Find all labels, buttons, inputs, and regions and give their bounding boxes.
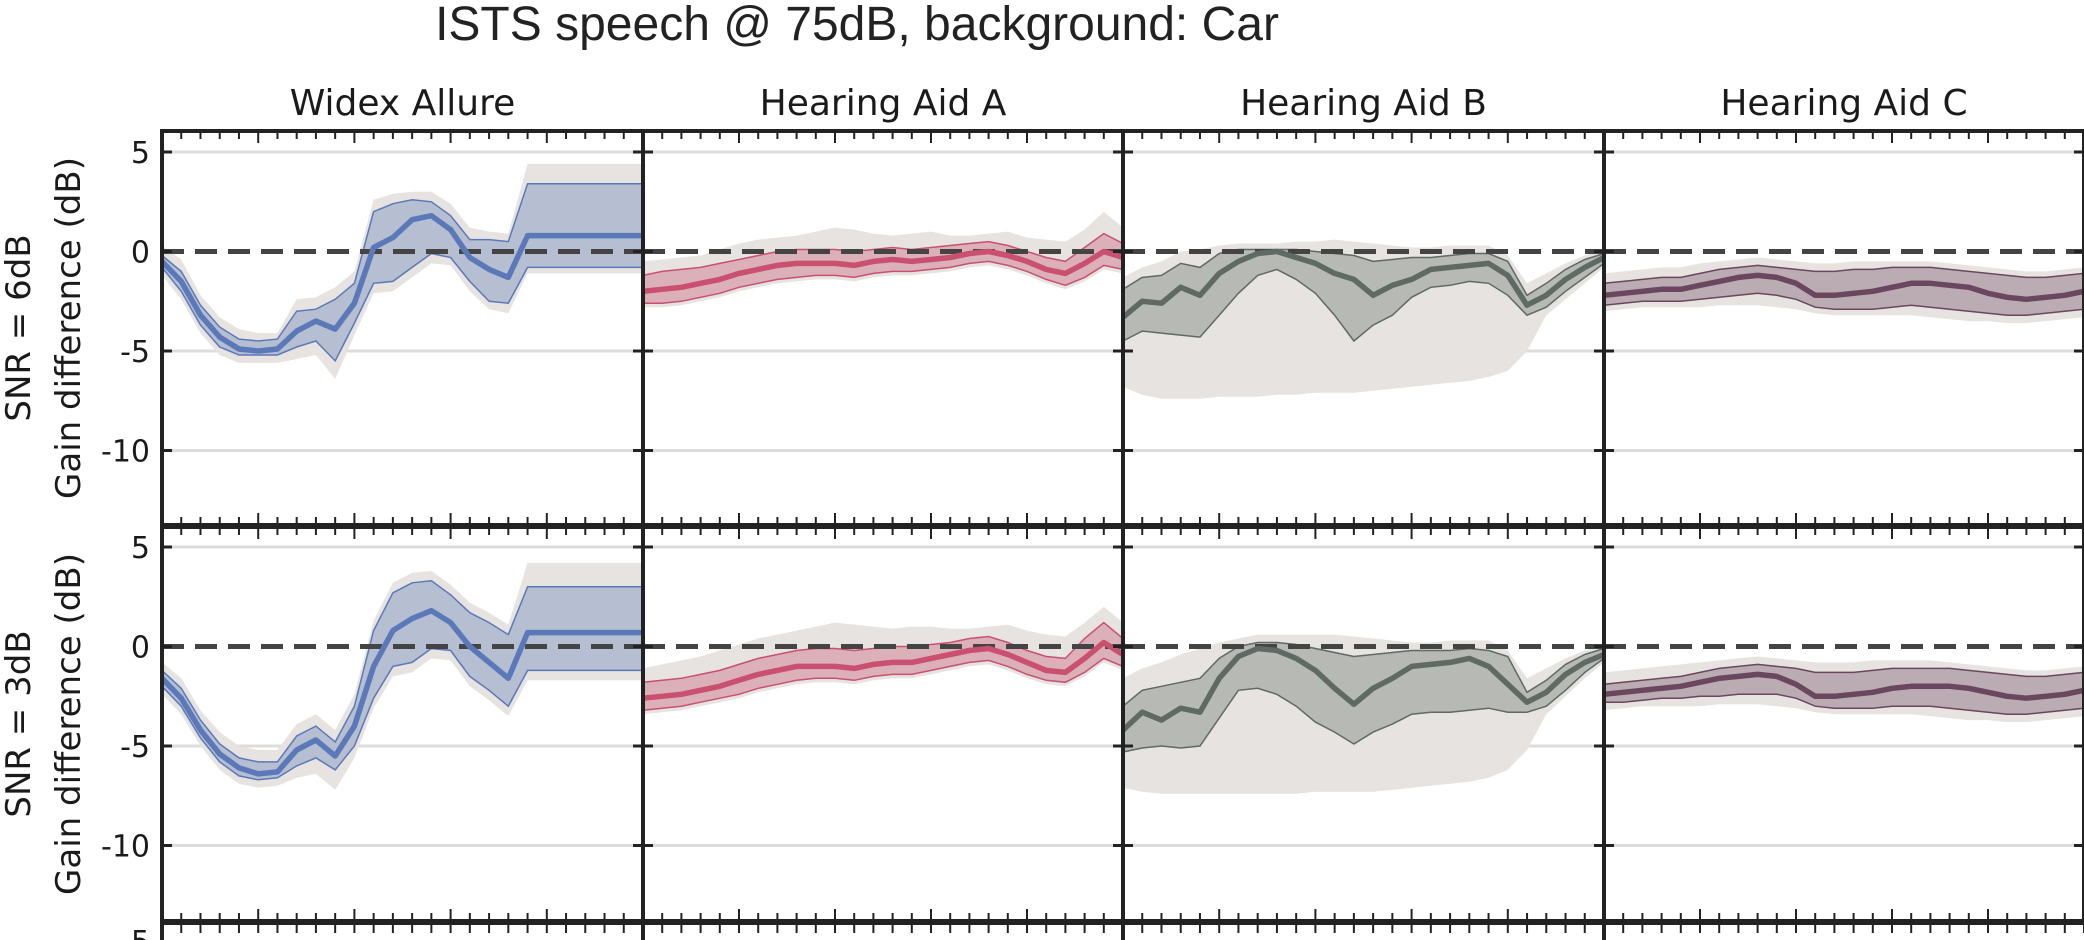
row-snr-label: SNR = 3dB — [0, 630, 39, 817]
band-upper-edge — [1603, 264, 2084, 285]
mean-line — [1121, 248, 1606, 320]
band-lower-edge — [643, 260, 1124, 304]
envelope-band — [1123, 634, 1604, 794]
confidence-band — [162, 580, 643, 780]
envelope-band — [162, 163, 643, 379]
mean-line — [642, 639, 1125, 701]
panel-frame — [1602, 129, 2084, 527]
envelope-band — [162, 562, 643, 790]
column-title: Hearing Aid A — [760, 83, 1007, 124]
panel-grid — [160, 150, 2084, 847]
panel-frame — [641, 129, 1125, 527]
mean-line — [642, 248, 1124, 295]
mean-line — [1603, 671, 2084, 701]
panel-frame — [641, 525, 1125, 923]
row-labels: SNR = 6dB Gain difference (dB) SNR = 3dB Ga… — [0, 157, 89, 895]
column-titles: Widex Allure Hearing Aid A Hearing Aid B He… — [290, 83, 1968, 124]
band-upper-edge — [1122, 248, 1605, 297]
y-tick-label: 5 — [131, 531, 150, 566]
band-lower-edge — [161, 252, 643, 363]
panel-frame — [1602, 525, 2084, 923]
y-tick-label: 0 — [131, 631, 150, 666]
column-title: Hearing Aid C — [1720, 83, 1967, 124]
confidence-band — [643, 622, 1123, 711]
y-tick-label: 0 — [131, 236, 150, 271]
panel — [1121, 150, 1606, 452]
envelope-band — [1123, 239, 1604, 399]
band-upper-edge — [161, 183, 643, 342]
y-tick-label: -10 — [101, 435, 150, 470]
panel — [160, 545, 643, 847]
band-lower-edge — [1122, 262, 1605, 343]
y-axis-label: Gain difference (dB) — [49, 157, 89, 499]
y-tick-label: -5 — [120, 730, 150, 765]
band-upper-edge — [1122, 641, 1605, 707]
band-lower-edge — [1603, 292, 2084, 316]
envelope-band — [1604, 656, 2084, 723]
figure-title: ISTS speech @ 75dB, background: Car — [435, 0, 1279, 51]
band-upper-edge — [161, 580, 643, 763]
confidence-band — [162, 183, 643, 361]
panel — [1603, 545, 2084, 847]
y-tick-label: 5 — [131, 136, 150, 171]
panel — [1603, 150, 2084, 452]
y-tick-label: -10 — [101, 830, 150, 865]
band-lower-edge — [1122, 657, 1605, 753]
band-upper-edge — [642, 232, 1124, 277]
mean-line — [1121, 645, 1606, 733]
envelope-band — [1604, 257, 2084, 324]
confidence-band — [643, 233, 1123, 304]
row-snr-label: SNR = 6dB — [0, 234, 39, 421]
column-title: Hearing Aid B — [1240, 83, 1487, 124]
panel — [642, 545, 1125, 847]
mean-line — [160, 212, 643, 354]
panel-frames: 5 0 -5 -10 5 0 -5 -10 5 — [101, 129, 2084, 940]
panel — [1121, 545, 1606, 847]
band-lower-edge — [1604, 693, 2084, 715]
y-tick-label: -5 — [120, 335, 150, 370]
y-axis-label: Gain difference (dB) — [49, 553, 89, 895]
mean-line — [160, 607, 643, 777]
y-tick-label: 5 — [131, 925, 150, 940]
band-lower-edge — [161, 647, 643, 781]
band-lower-edge — [642, 657, 1124, 711]
panel — [642, 150, 1124, 452]
confidence-band — [1123, 249, 1604, 341]
mean-line — [1603, 272, 2084, 303]
band-upper-edge — [1603, 663, 2084, 686]
column-title: Widex Allure — [290, 83, 516, 124]
panel — [160, 150, 643, 452]
